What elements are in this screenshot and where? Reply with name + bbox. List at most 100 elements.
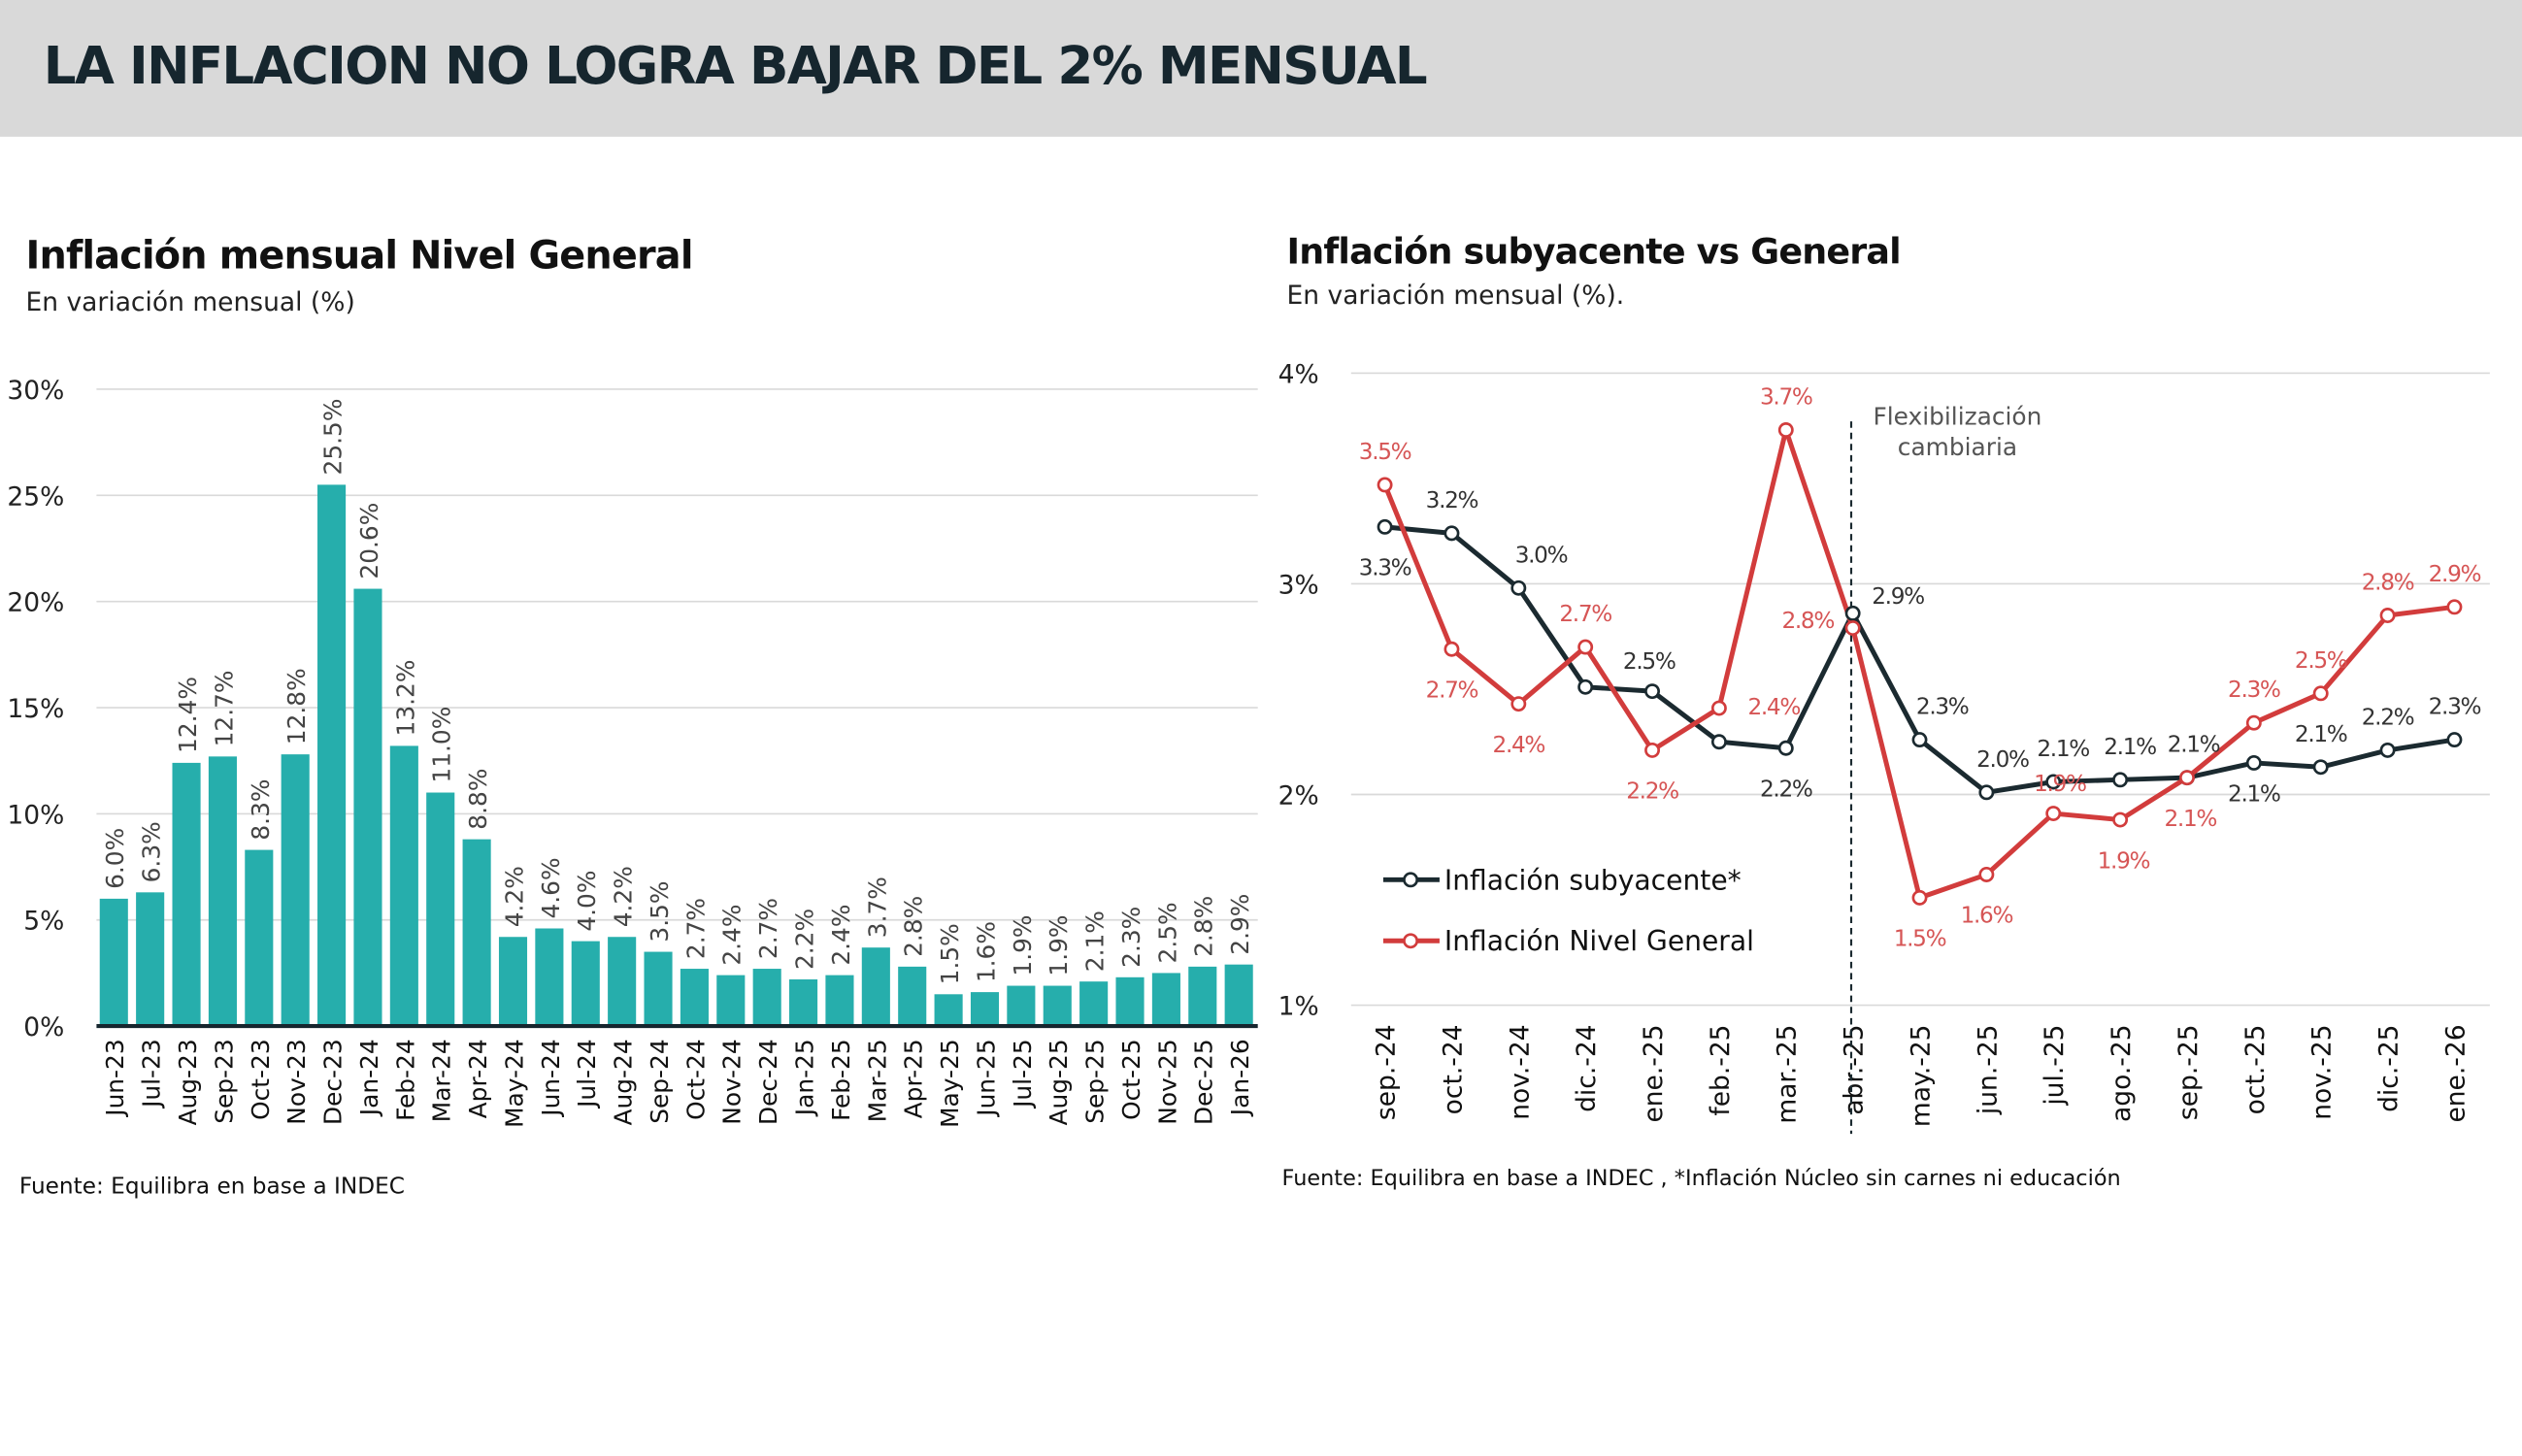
y-tick-label: 25%	[7, 481, 64, 512]
core-point	[1844, 605, 1861, 621]
x-tick-label: Nov-24	[718, 1039, 747, 1124]
x-tick-label: nov.-25	[2307, 1024, 2338, 1119]
bar-data-label: 12.4%	[174, 677, 202, 753]
general-point	[1710, 700, 1727, 716]
bar	[281, 754, 310, 1027]
bar-data-label: 20.6%	[355, 503, 383, 579]
bar	[535, 928, 564, 1027]
x-tick-label: Mar-24	[428, 1039, 456, 1122]
core-data-label: 2.1%	[2228, 781, 2280, 808]
core-data-label: 2.1%	[2104, 734, 2156, 760]
general-point	[1510, 696, 1527, 712]
general-data-label: 2.1%	[2164, 806, 2216, 832]
bar	[426, 792, 455, 1027]
x-tick-label: Feb-25	[827, 1039, 855, 1121]
y-tick-label: 2%	[1278, 780, 1319, 811]
general-point	[1777, 422, 1794, 438]
core-data-label: 3.3%	[1359, 555, 1411, 581]
x-tick-label: jul.-25	[2040, 1024, 2070, 1106]
y-tick-label: 1%	[1278, 992, 1319, 1022]
bar-chart-title: Inflación mensual Nivel General	[25, 233, 694, 279]
bar-data-label: 3.7%	[863, 877, 891, 938]
x-tick-label: May-24	[500, 1039, 528, 1128]
x-tick-label: Jul-25	[1009, 1039, 1037, 1109]
core-data-label: 2.5%	[1623, 648, 1676, 675]
bar-data-label: 12.7%	[210, 670, 238, 746]
general-data-label: 3.5%	[1359, 439, 1411, 465]
bar	[1188, 966, 1217, 1027]
x-tick-label: Nov-25	[1153, 1039, 1181, 1124]
bar	[716, 975, 746, 1027]
x-tick-label: ago.-25	[2107, 1024, 2137, 1122]
page-title: LA INFLACION NO LOGRA BAJAR DEL 2% MENSU…	[43, 35, 1428, 97]
core-data-label: 2.2%	[2362, 704, 2414, 730]
bar-data-label: 1.9%	[1009, 914, 1037, 976]
general-data-label: 1.5%	[1894, 926, 1946, 952]
core-data-label: 2.0%	[1976, 746, 2029, 773]
general-data-label: 2.8%	[2362, 570, 2414, 596]
bar	[861, 947, 890, 1027]
general-point	[1978, 867, 1995, 882]
core-data-label: 2.1%	[2295, 721, 2347, 747]
x-tick-label: Oct-24	[681, 1039, 710, 1120]
bar	[680, 969, 709, 1027]
legend-swatch-marker	[1403, 933, 1419, 949]
core-point	[2379, 742, 2396, 758]
bar	[99, 898, 128, 1027]
general-data-label: 2.5%	[2295, 647, 2347, 674]
bar-data-label: 4.2%	[610, 866, 638, 927]
general-data-label: 2.9%	[2429, 561, 2481, 587]
bar-data-label: 12.8%	[282, 668, 311, 745]
x-tick-label: abr.-25	[1840, 1024, 1870, 1114]
bar	[1224, 964, 1253, 1027]
bar	[498, 937, 528, 1027]
x-tick-label: may.-25	[1906, 1024, 1936, 1127]
bar-data-label: 6.0%	[101, 828, 129, 889]
y-tick-label: 5%	[23, 907, 64, 937]
core-point	[1444, 525, 1460, 542]
x-tick-label: Aug-25	[1045, 1039, 1073, 1125]
x-tick-label: Apr-25	[900, 1039, 928, 1118]
general-point	[2312, 685, 2329, 702]
core-point	[2312, 759, 2329, 776]
core-point	[1644, 683, 1661, 700]
x-tick-label: oct.-25	[2240, 1024, 2271, 1114]
y-tick-label: 15%	[7, 694, 64, 724]
general-point	[2045, 806, 2062, 821]
bar-data-label: 2.9%	[1226, 894, 1254, 955]
bar	[245, 849, 274, 1027]
x-tick-label: Sep-25	[1081, 1039, 1110, 1123]
bar-data-label: 4.0%	[573, 871, 601, 932]
line-chart-title: Inflación subyacente vs General	[1286, 233, 1902, 274]
core-data-label: 2.9%	[1872, 583, 1924, 610]
x-tick-label: ene.-25	[1639, 1024, 1669, 1122]
general-point	[2112, 811, 2129, 828]
y-tick-label: 10%	[7, 800, 64, 830]
x-tick-label: Dec-23	[319, 1039, 348, 1125]
general-data-label: 1.6%	[1961, 903, 2013, 929]
bar	[571, 941, 600, 1027]
bar	[1079, 981, 1109, 1027]
x-tick-label: Jun-23	[101, 1039, 129, 1117]
y-tick-label: 30%	[7, 376, 64, 406]
general-point	[2245, 714, 2262, 731]
bar-data-label: 2.8%	[900, 896, 928, 957]
general-data-label: 2.4%	[1493, 732, 1545, 758]
x-tick-label: sep.-25	[2174, 1024, 2204, 1120]
bar	[1043, 985, 1072, 1027]
legend-label: Inflación Nivel General	[1444, 925, 1754, 957]
bar	[789, 978, 818, 1027]
bar-data-label: 8.8%	[464, 769, 492, 830]
x-tick-label: Jun-24	[537, 1039, 565, 1117]
bar	[1151, 973, 1180, 1027]
bar-data-label: 2.1%	[1081, 910, 1110, 972]
bar	[389, 745, 418, 1027]
general-data-label: 3.7%	[1760, 383, 1812, 410]
bar-chart-source: Fuente: Equilibra en base a INDEC	[18, 1174, 405, 1201]
general-data-label: 2.7%	[1426, 677, 1478, 703]
core-point	[2045, 774, 2062, 790]
x-tick-label: Mar-25	[863, 1039, 891, 1122]
bar-data-label: 2.3%	[1117, 907, 1145, 968]
